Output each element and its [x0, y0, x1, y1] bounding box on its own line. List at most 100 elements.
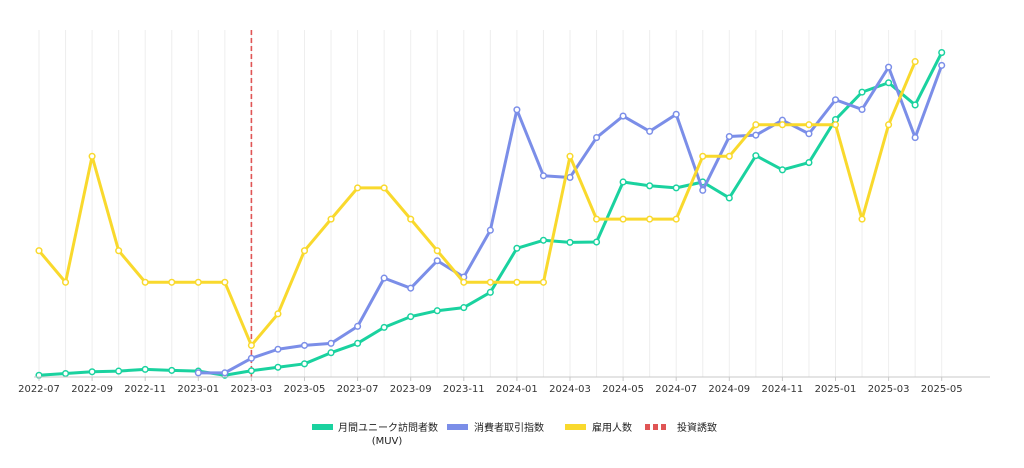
data-point[interactable] — [486, 288, 494, 296]
data-point[interactable] — [247, 341, 255, 349]
data-point[interactable] — [725, 152, 733, 160]
data-point[interactable] — [62, 278, 70, 286]
data-point[interactable] — [619, 178, 627, 186]
data-point[interactable] — [407, 313, 415, 321]
data-point[interactable] — [699, 152, 707, 160]
data-point[interactable] — [672, 184, 680, 192]
data-point[interactable] — [911, 101, 919, 109]
data-point[interactable] — [646, 127, 654, 135]
x-tick-label: 2024-03 — [549, 384, 591, 395]
data-point[interactable] — [938, 49, 946, 57]
data-point[interactable] — [354, 339, 362, 347]
data-point[interactable] — [938, 61, 946, 69]
data-point[interactable] — [885, 79, 893, 87]
data-point[interactable] — [513, 244, 521, 252]
x-tick-label: 2024-05 — [602, 384, 644, 395]
data-point[interactable] — [354, 184, 362, 192]
data-point[interactable] — [672, 215, 680, 223]
data-point[interactable] — [858, 215, 866, 223]
data-point[interactable] — [672, 110, 680, 118]
data-point[interactable] — [221, 278, 229, 286]
data-point[interactable] — [593, 215, 601, 223]
data-point[interactable] — [566, 238, 574, 246]
data-point[interactable] — [539, 172, 548, 180]
data-point[interactable] — [141, 365, 149, 373]
data-point[interactable] — [274, 310, 282, 318]
data-point[interactable] — [141, 278, 149, 286]
data-point[interactable] — [539, 278, 548, 286]
data-point[interactable] — [62, 369, 70, 378]
data-point[interactable] — [831, 121, 840, 129]
data-point[interactable] — [566, 173, 574, 182]
data-point[interactable] — [168, 278, 176, 286]
data-point[interactable] — [407, 215, 415, 223]
data-point[interactable] — [88, 368, 96, 376]
data-point[interactable] — [460, 304, 468, 312]
data-point[interactable] — [752, 131, 760, 139]
data-point[interactable] — [327, 339, 335, 347]
data-point[interactable] — [300, 341, 309, 349]
data-point[interactable] — [593, 134, 601, 142]
data-point[interactable] — [486, 278, 494, 286]
data-point[interactable] — [380, 184, 388, 192]
data-point[interactable] — [778, 166, 786, 174]
series-layer — [35, 49, 946, 379]
data-point[interactable] — [725, 194, 733, 202]
data-point[interactable] — [513, 106, 521, 114]
data-point[interactable] — [407, 284, 415, 292]
data-point[interactable] — [805, 159, 813, 167]
data-point[interactable] — [354, 322, 362, 330]
data-point[interactable] — [858, 88, 866, 96]
data-point[interactable] — [380, 323, 388, 331]
data-point[interactable] — [194, 278, 202, 286]
data-point[interactable] — [725, 132, 733, 141]
data-point[interactable] — [858, 105, 866, 114]
data-point[interactable] — [486, 226, 494, 234]
data-point[interactable] — [805, 121, 813, 129]
data-point[interactable] — [433, 247, 441, 255]
data-point[interactable] — [433, 257, 441, 265]
data-point[interactable] — [247, 367, 255, 375]
x-tick-label: 2023-01 — [177, 384, 219, 395]
series-3 — [35, 58, 919, 349]
data-point[interactable] — [699, 186, 707, 194]
data-point[interactable] — [380, 274, 388, 282]
series-1 — [35, 49, 946, 379]
data-point[interactable] — [619, 112, 627, 120]
series-line — [37, 60, 917, 347]
data-point[interactable] — [752, 152, 760, 160]
data-point[interactable] — [885, 121, 893, 129]
data-point[interactable] — [885, 63, 893, 71]
data-point[interactable] — [327, 349, 335, 357]
data-point[interactable] — [247, 354, 255, 362]
legend-swatch — [447, 424, 468, 430]
data-point[interactable] — [911, 58, 919, 66]
data-point[interactable] — [274, 345, 282, 353]
data-point[interactable] — [619, 215, 627, 223]
data-point[interactable] — [646, 182, 654, 190]
data-point[interactable] — [168, 366, 176, 374]
data-point[interactable] — [805, 130, 813, 138]
data-point[interactable] — [221, 369, 229, 377]
data-point[interactable] — [778, 121, 786, 129]
data-point[interactable] — [646, 215, 654, 223]
data-point[interactable] — [88, 152, 96, 160]
data-point[interactable] — [593, 238, 601, 246]
data-point[interactable] — [115, 247, 123, 255]
data-point[interactable] — [513, 278, 521, 286]
data-point[interactable] — [460, 278, 468, 286]
data-point[interactable] — [194, 369, 202, 377]
data-point[interactable] — [35, 247, 43, 255]
data-point[interactable] — [274, 363, 282, 371]
data-point[interactable] — [752, 121, 760, 129]
data-point[interactable] — [539, 236, 548, 244]
data-point[interactable] — [300, 360, 309, 368]
data-point[interactable] — [911, 134, 919, 142]
data-point[interactable] — [115, 367, 123, 375]
data-point[interactable] — [831, 96, 840, 104]
data-point[interactable] — [433, 307, 441, 315]
data-point[interactable] — [327, 215, 335, 223]
data-point[interactable] — [566, 152, 574, 160]
data-point[interactable] — [300, 247, 309, 255]
x-tick-label: 2023-03 — [231, 384, 273, 395]
